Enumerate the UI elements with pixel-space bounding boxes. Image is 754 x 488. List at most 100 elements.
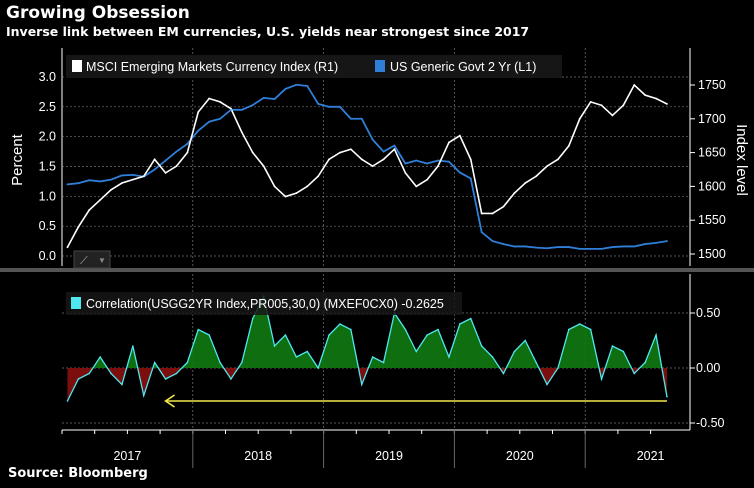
correlation-point [666, 395, 668, 398]
correlation-point [306, 350, 309, 353]
correlation-point [382, 361, 385, 364]
chart-type-button[interactable] [73, 250, 111, 269]
yield-point [557, 246, 559, 248]
legend-label-yield: US Generic Govt 2 Yr (L1) [390, 60, 536, 74]
yield-point [251, 104, 254, 106]
correlation-point [175, 372, 178, 375]
msci-point [415, 185, 418, 188]
legend-label-correlation: Correlation(USGG2YR Index,PR005,30,0) (M… [86, 297, 444, 311]
yield-point [197, 129, 200, 132]
yield-point [480, 231, 483, 234]
yield-point [295, 83, 298, 86]
msci-point [175, 165, 178, 168]
correlation-point [655, 334, 657, 336]
correlation-point [568, 328, 570, 331]
correlation-point [197, 328, 200, 331]
correlation-point [644, 361, 646, 364]
correlation-point [230, 378, 232, 380]
correlation-tick-label: 0.00 [696, 361, 720, 375]
msci-point [600, 104, 603, 107]
correlation-point [415, 350, 418, 353]
dropdown-arrow-icon: ▼ [98, 256, 106, 265]
correlation-point [121, 383, 123, 386]
msci-point [382, 158, 385, 161]
correlation-point [339, 323, 341, 325]
msci-point [426, 178, 429, 181]
yield-point [611, 246, 614, 248]
yield-point [88, 179, 91, 182]
msci-point [121, 182, 123, 184]
msci-point [251, 151, 254, 154]
correlation-point [546, 383, 548, 386]
msci-point [458, 134, 461, 137]
msci-point [153, 158, 156, 161]
line-chart-icon: ⟋ [80, 255, 88, 267]
yield-point [415, 159, 418, 162]
msci-point [230, 107, 232, 110]
msci-point [567, 144, 570, 147]
correlation-point [164, 378, 167, 380]
yield-point [153, 168, 156, 171]
yield-point [328, 105, 330, 108]
msci-point [99, 199, 102, 201]
correlation-point [448, 356, 450, 358]
correlation-point [371, 356, 374, 358]
yield-point [666, 240, 668, 242]
msci-point [110, 188, 112, 191]
yield-point [77, 182, 80, 185]
yield-point [317, 102, 320, 105]
correlation-point [66, 400, 69, 402]
year-label: 2021 [637, 449, 665, 463]
left-tick-label: 0.5 [39, 219, 56, 233]
correlation-point [480, 345, 483, 347]
pane-divider[interactable] [0, 268, 754, 272]
year-label: 2019 [375, 449, 403, 463]
positive-correlation-area [67, 296, 667, 368]
msci-point [240, 131, 243, 134]
yield-point [240, 108, 243, 111]
yield-point [448, 160, 450, 163]
right-tick-label: 1500 [698, 247, 726, 261]
yield-point [219, 117, 221, 120]
correlation-point [153, 361, 156, 364]
yield-point [306, 85, 309, 87]
yield-point [437, 159, 439, 162]
yield-point [513, 245, 516, 248]
msci-point [393, 148, 396, 151]
correlation-series-line [66, 294, 668, 402]
right-tick-label: 1750 [698, 78, 726, 92]
yield-point [491, 240, 494, 242]
yield-point [567, 246, 570, 248]
correlation-point [241, 361, 243, 364]
msci-point [164, 171, 167, 174]
yield-point [349, 117, 352, 120]
year-label: 2018 [244, 449, 272, 463]
right-tick-label: 1550 [698, 213, 726, 227]
correlation-point [350, 328, 352, 331]
msci-point [306, 185, 309, 188]
yield-point [208, 120, 211, 123]
yield-point [578, 247, 581, 250]
msci-point [524, 182, 527, 184]
correlation-point [360, 383, 363, 386]
yield-point [110, 178, 112, 181]
msci-point [339, 151, 341, 154]
correlation-point [88, 372, 91, 375]
correlation-point [404, 328, 407, 331]
yield-point [273, 98, 276, 100]
correlation-point [284, 334, 287, 336]
yield-series-line [67, 83, 668, 250]
msci-point [622, 104, 625, 107]
correlation-point [208, 334, 210, 336]
msci-point [404, 171, 407, 174]
source-note: Source: Bloomberg [8, 466, 148, 481]
yield-point [175, 150, 178, 153]
correlation-tick-label: -0.50 [696, 416, 725, 430]
left-tick-label: 2.0 [39, 130, 56, 144]
msci-point [611, 114, 614, 117]
yield-point [164, 159, 167, 162]
annotation-arrowhead-icon [164, 394, 175, 408]
yield-point [655, 241, 657, 244]
yield-point [339, 105, 341, 108]
correlation-point [110, 372, 112, 375]
